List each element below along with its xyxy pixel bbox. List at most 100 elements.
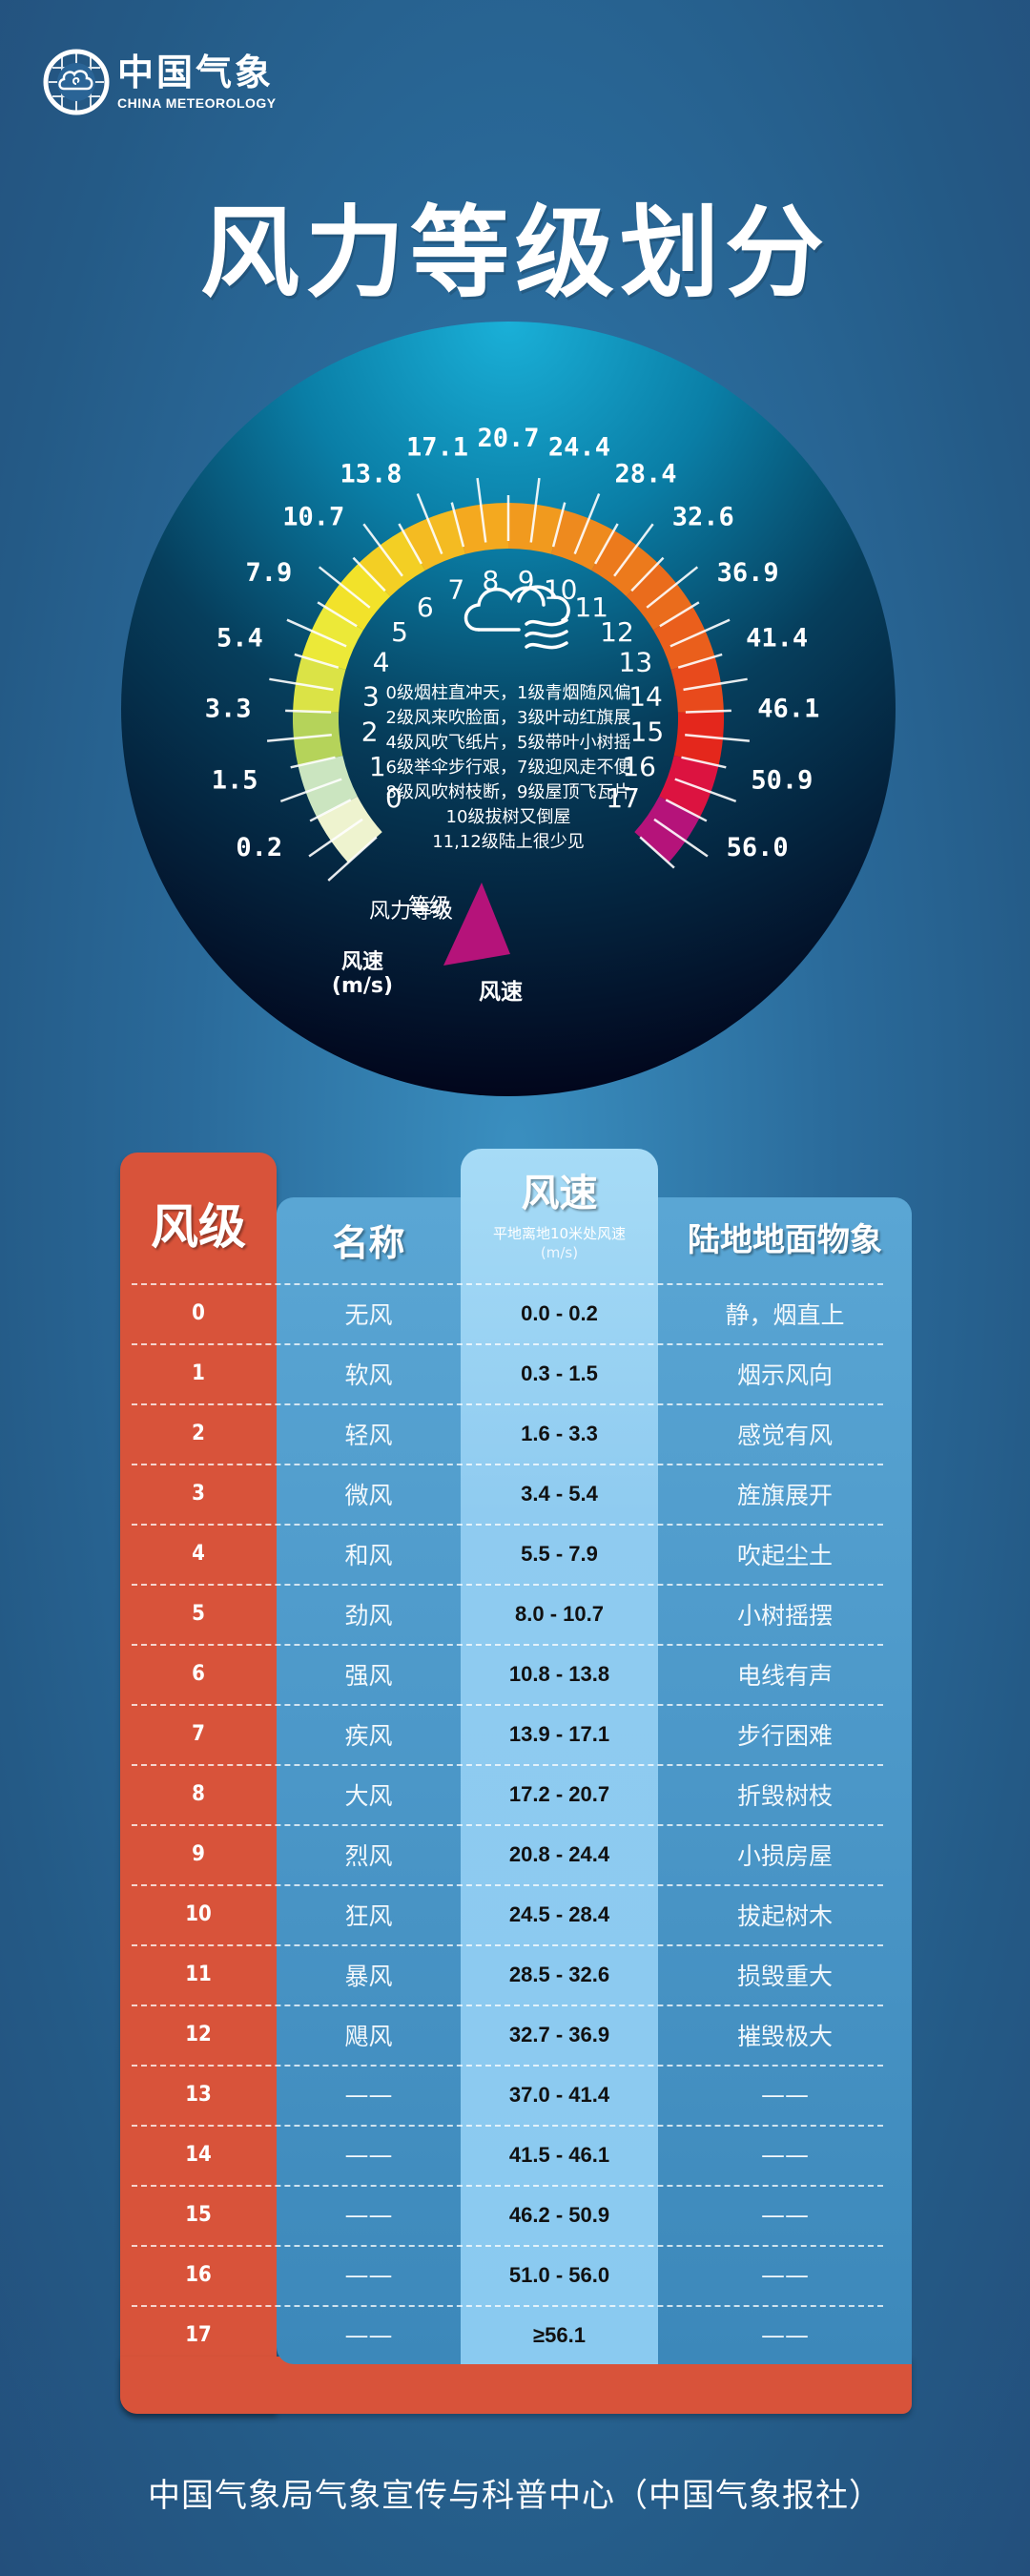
level-tick-label: 11	[574, 592, 608, 623]
level-cell: 3	[192, 1482, 205, 1506]
gauge-tick	[630, 556, 665, 592]
table-row: 12 飓风 32.7 - 36.9 摧毁极大	[120, 2005, 912, 2065]
level-cell: 0	[192, 1301, 205, 1325]
phenomena-cell: ——	[761, 2261, 809, 2289]
header-speed: 风速	[521, 1172, 598, 1215]
table-row: 14 —— 41.5 - 46.1 ——	[120, 2125, 912, 2185]
gauge-tick	[269, 677, 334, 692]
gauge-tick	[674, 778, 737, 803]
gauge-band-level-13	[653, 606, 715, 670]
speed-tick-label: 50.9	[751, 765, 813, 795]
level-cell: 17	[185, 2323, 212, 2347]
speed-cell: 0.0 - 0.2	[521, 1300, 598, 1325]
gauge-tick	[308, 818, 363, 858]
level-cell: 10	[185, 1902, 212, 1926]
table-row: 16 —— 51.0 - 56.0 ——	[120, 2245, 912, 2305]
gauge-tick	[681, 756, 727, 769]
header-name: 名称	[332, 1222, 405, 1264]
level-cell: 14	[185, 2143, 212, 2167]
gauge-tick	[665, 799, 708, 822]
gauge-tick	[646, 566, 699, 609]
gauge-tick	[659, 601, 700, 628]
axis-label-speed-left: 风速	[341, 949, 383, 974]
rhyme-line: 4级风吹飞纸片，5级带叶小树摇	[386, 733, 631, 753]
name-cell: 暴风	[344, 1962, 393, 1990]
table-row: 4 和风 5.5 - 7.9 吹起尘土	[120, 1524, 912, 1584]
header-phenomena: 陆地地面物象	[688, 1221, 882, 1259]
phenomena-cell: 小损房屋	[736, 1841, 833, 1870]
table-row: 1 软风 0.3 - 1.5 烟示风向	[120, 1343, 912, 1403]
speed-tick-label: 0.2	[236, 833, 282, 862]
gauge-band-level-8	[453, 503, 508, 554]
rhyme-line: 2级风来吹脸面，3级叶动红旗展	[386, 708, 631, 728]
header-speed-subtitle: 平地离地10米处风速	[492, 1225, 627, 1242]
name-cell: ——	[344, 2081, 393, 2109]
gauge-band-level-1	[298, 756, 358, 818]
gauge-tick	[266, 734, 332, 742]
gauge-tick	[362, 523, 403, 577]
speed-cell: 51.0 - 56.0	[508, 2262, 610, 2287]
level-tick-label: 6	[417, 592, 434, 623]
header-speed-unit: (m/s)	[540, 1244, 579, 1261]
phenomena-cell: 电线有声	[736, 1661, 833, 1690]
speed-cell: 5.5 - 7.9	[521, 1541, 598, 1566]
speed-cell: 28.5 - 32.6	[508, 1962, 610, 1986]
speed-cell: 46.2 - 50.9	[508, 2202, 610, 2227]
level-cell: 5	[192, 1602, 205, 1626]
gauge-band-level-10	[551, 509, 614, 571]
table-row: 10 狂风 24.5 - 28.4 拔起树木	[120, 1884, 912, 1944]
gauge-tick	[416, 493, 443, 555]
speed-tick-label: 32.6	[672, 503, 734, 532]
gauge-band-level-16	[659, 756, 719, 818]
logo-chinese-text: 中国气象	[117, 51, 275, 93]
gauge-band-level-14	[670, 656, 724, 713]
wind-gauge-dial: 0.2 1.5 3.3 5.4 7.9 10.7 13.817.1 20.7 24.428.4 3…	[121, 322, 896, 1096]
phenomena-cell: ——	[761, 2321, 809, 2349]
speed-cell: 32.7 - 36.9	[508, 2022, 610, 2046]
gauge-tick	[639, 836, 675, 869]
gauge-tick	[285, 709, 332, 714]
table-row: 3 微风 3.4 - 5.4 旌旗展开	[120, 1464, 912, 1524]
level-cell: 11	[185, 1963, 212, 1986]
arrow-head-icon	[443, 883, 510, 966]
gauge-tick	[398, 523, 422, 565]
level-tick-label: 17	[606, 782, 640, 814]
speed-tick-label: 5.4	[216, 624, 263, 654]
table-row: 9 烈风 20.8 - 24.4 小损房屋	[120, 1824, 912, 1884]
table-row: 7 疾风 13.9 - 17.1 步行困难	[120, 1704, 912, 1764]
speed-cell: ≥56.1	[533, 2322, 586, 2347]
gauge-tick	[476, 477, 487, 543]
cloud-wind-icon	[464, 585, 570, 650]
speed-tick-label: 28.4	[615, 460, 677, 489]
gauge-band-level-3	[293, 656, 346, 713]
level-tick-label: 1	[369, 751, 386, 782]
footer-credit: 中国气象局气象宣传与科普中心（中国气象报社）	[148, 2477, 882, 2515]
speed-cell: 41.5 - 46.1	[508, 2142, 610, 2167]
speed-tick-label: 41.4	[746, 624, 808, 654]
table-bottom-bar	[120, 2357, 912, 2414]
axis-label-level: 风力等级	[369, 900, 453, 924]
name-cell: 软风	[344, 1361, 393, 1389]
speed-cell: 37.0 - 41.4	[508, 2082, 610, 2107]
table-row: 8 大风 17.2 - 20.7 折毁树枝	[120, 1764, 912, 1824]
gauge-tick	[573, 493, 601, 555]
level-tick-label: 15	[630, 717, 665, 748]
speed-tick-label: 24.4	[548, 433, 610, 463]
name-cell: 狂风	[344, 1901, 393, 1930]
table-row: 13 —— 37.0 - 41.4 ——	[120, 2065, 912, 2125]
name-cell: ——	[344, 2141, 393, 2169]
gauge-band-level-9	[508, 503, 564, 554]
gauge-tick	[613, 523, 654, 577]
table-row: 6 强风 10.8 - 13.8 电线有声	[120, 1644, 912, 1704]
logo: 中国气象 CHINA METEOROLOGY	[43, 46, 277, 117]
gauge-tick	[317, 601, 358, 628]
speed-cell: 24.5 - 28.4	[508, 1901, 610, 1926]
gauge-tick	[318, 566, 371, 609]
speed-tick-label: 3.3	[205, 695, 252, 724]
name-cell: 烈风	[344, 1841, 393, 1870]
level-cell: 7	[192, 1722, 205, 1746]
level-cell: 9	[192, 1842, 205, 1866]
table-row: 15 —— 46.2 - 50.9 ——	[120, 2185, 912, 2245]
gauge-tick	[327, 836, 378, 882]
level-cell: 2	[192, 1422, 205, 1445]
